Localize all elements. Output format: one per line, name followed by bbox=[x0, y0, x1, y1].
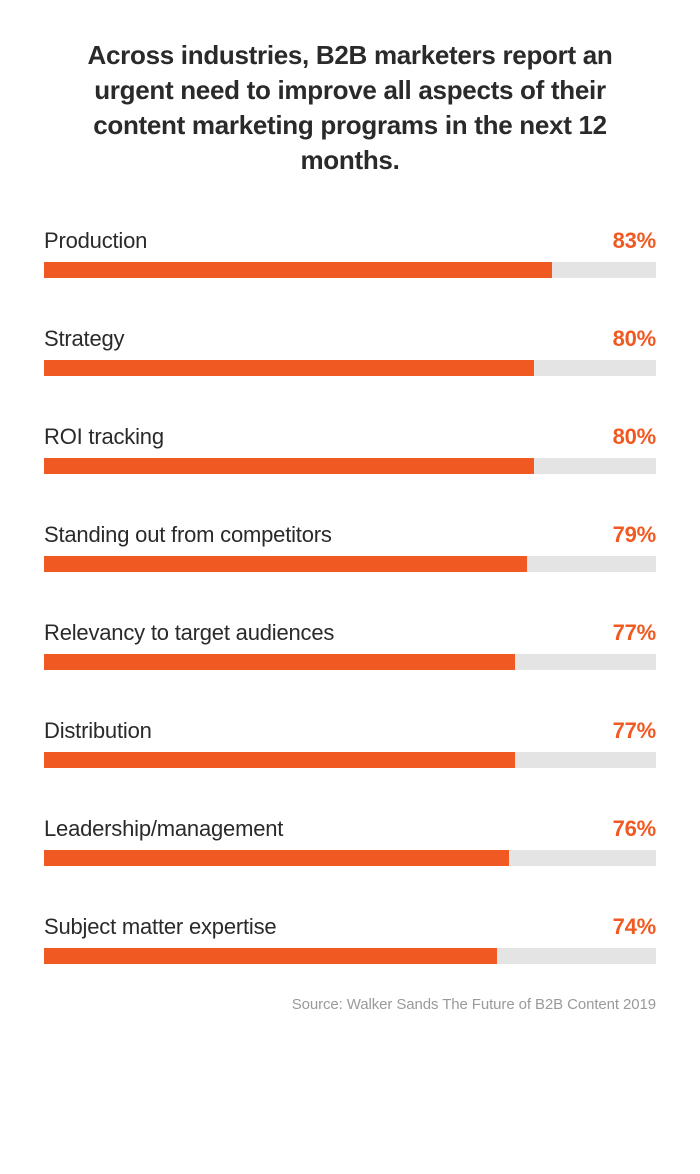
bar-track bbox=[44, 556, 656, 572]
bar-fill bbox=[44, 458, 534, 474]
bar-fill bbox=[44, 752, 515, 768]
bar-track bbox=[44, 752, 656, 768]
bar-item: Distribution 77% bbox=[44, 718, 656, 768]
bar-value: 77% bbox=[613, 620, 656, 646]
bar-value: 74% bbox=[613, 914, 656, 940]
bar-item: Strategy 80% bbox=[44, 326, 656, 376]
bar-header: Leadership/management 76% bbox=[44, 816, 656, 842]
bar-header: ROI tracking 80% bbox=[44, 424, 656, 450]
bar-item: Relevancy to target audiences 77% bbox=[44, 620, 656, 670]
bar-value: 80% bbox=[613, 424, 656, 450]
bar-value: 80% bbox=[613, 326, 656, 352]
bar-item: Standing out from competitors 79% bbox=[44, 522, 656, 572]
bar-header: Standing out from competitors 79% bbox=[44, 522, 656, 548]
bar-track bbox=[44, 458, 656, 474]
bar-value: 83% bbox=[613, 228, 656, 254]
bar-fill bbox=[44, 948, 497, 964]
bar-fill bbox=[44, 360, 534, 376]
bar-label: ROI tracking bbox=[44, 424, 164, 450]
bar-item: Production 83% bbox=[44, 228, 656, 278]
bar-label: Subject matter expertise bbox=[44, 914, 276, 940]
bar-track bbox=[44, 262, 656, 278]
bar-header: Strategy 80% bbox=[44, 326, 656, 352]
bar-value: 77% bbox=[613, 718, 656, 744]
chart-title: Across industries, B2B marketers report … bbox=[44, 38, 656, 178]
bar-label: Strategy bbox=[44, 326, 124, 352]
bar-item: Leadership/management 76% bbox=[44, 816, 656, 866]
bar-header: Production 83% bbox=[44, 228, 656, 254]
bar-label: Leadership/management bbox=[44, 816, 283, 842]
bar-track bbox=[44, 654, 656, 670]
bar-fill bbox=[44, 654, 515, 670]
bar-label: Production bbox=[44, 228, 147, 254]
bar-item: ROI tracking 80% bbox=[44, 424, 656, 474]
bar-value: 79% bbox=[613, 522, 656, 548]
bar-value: 76% bbox=[613, 816, 656, 842]
bar-item: Subject matter expertise 74% bbox=[44, 914, 656, 964]
bar-chart: Production83%Strategy80%ROI tracking80%S… bbox=[44, 228, 656, 964]
bar-label: Distribution bbox=[44, 718, 152, 744]
bar-fill bbox=[44, 556, 527, 572]
bar-track bbox=[44, 948, 656, 964]
bar-track bbox=[44, 850, 656, 866]
bar-track bbox=[44, 360, 656, 376]
bar-header: Subject matter expertise 74% bbox=[44, 914, 656, 940]
bar-fill bbox=[44, 850, 509, 866]
bar-header: Distribution 77% bbox=[44, 718, 656, 744]
source-text: Source: Walker Sands The Future of B2B C… bbox=[44, 996, 656, 1013]
bar-header: Relevancy to target audiences 77% bbox=[44, 620, 656, 646]
bar-fill bbox=[44, 262, 552, 278]
bar-label: Standing out from competitors bbox=[44, 522, 332, 548]
bar-label: Relevancy to target audiences bbox=[44, 620, 334, 646]
